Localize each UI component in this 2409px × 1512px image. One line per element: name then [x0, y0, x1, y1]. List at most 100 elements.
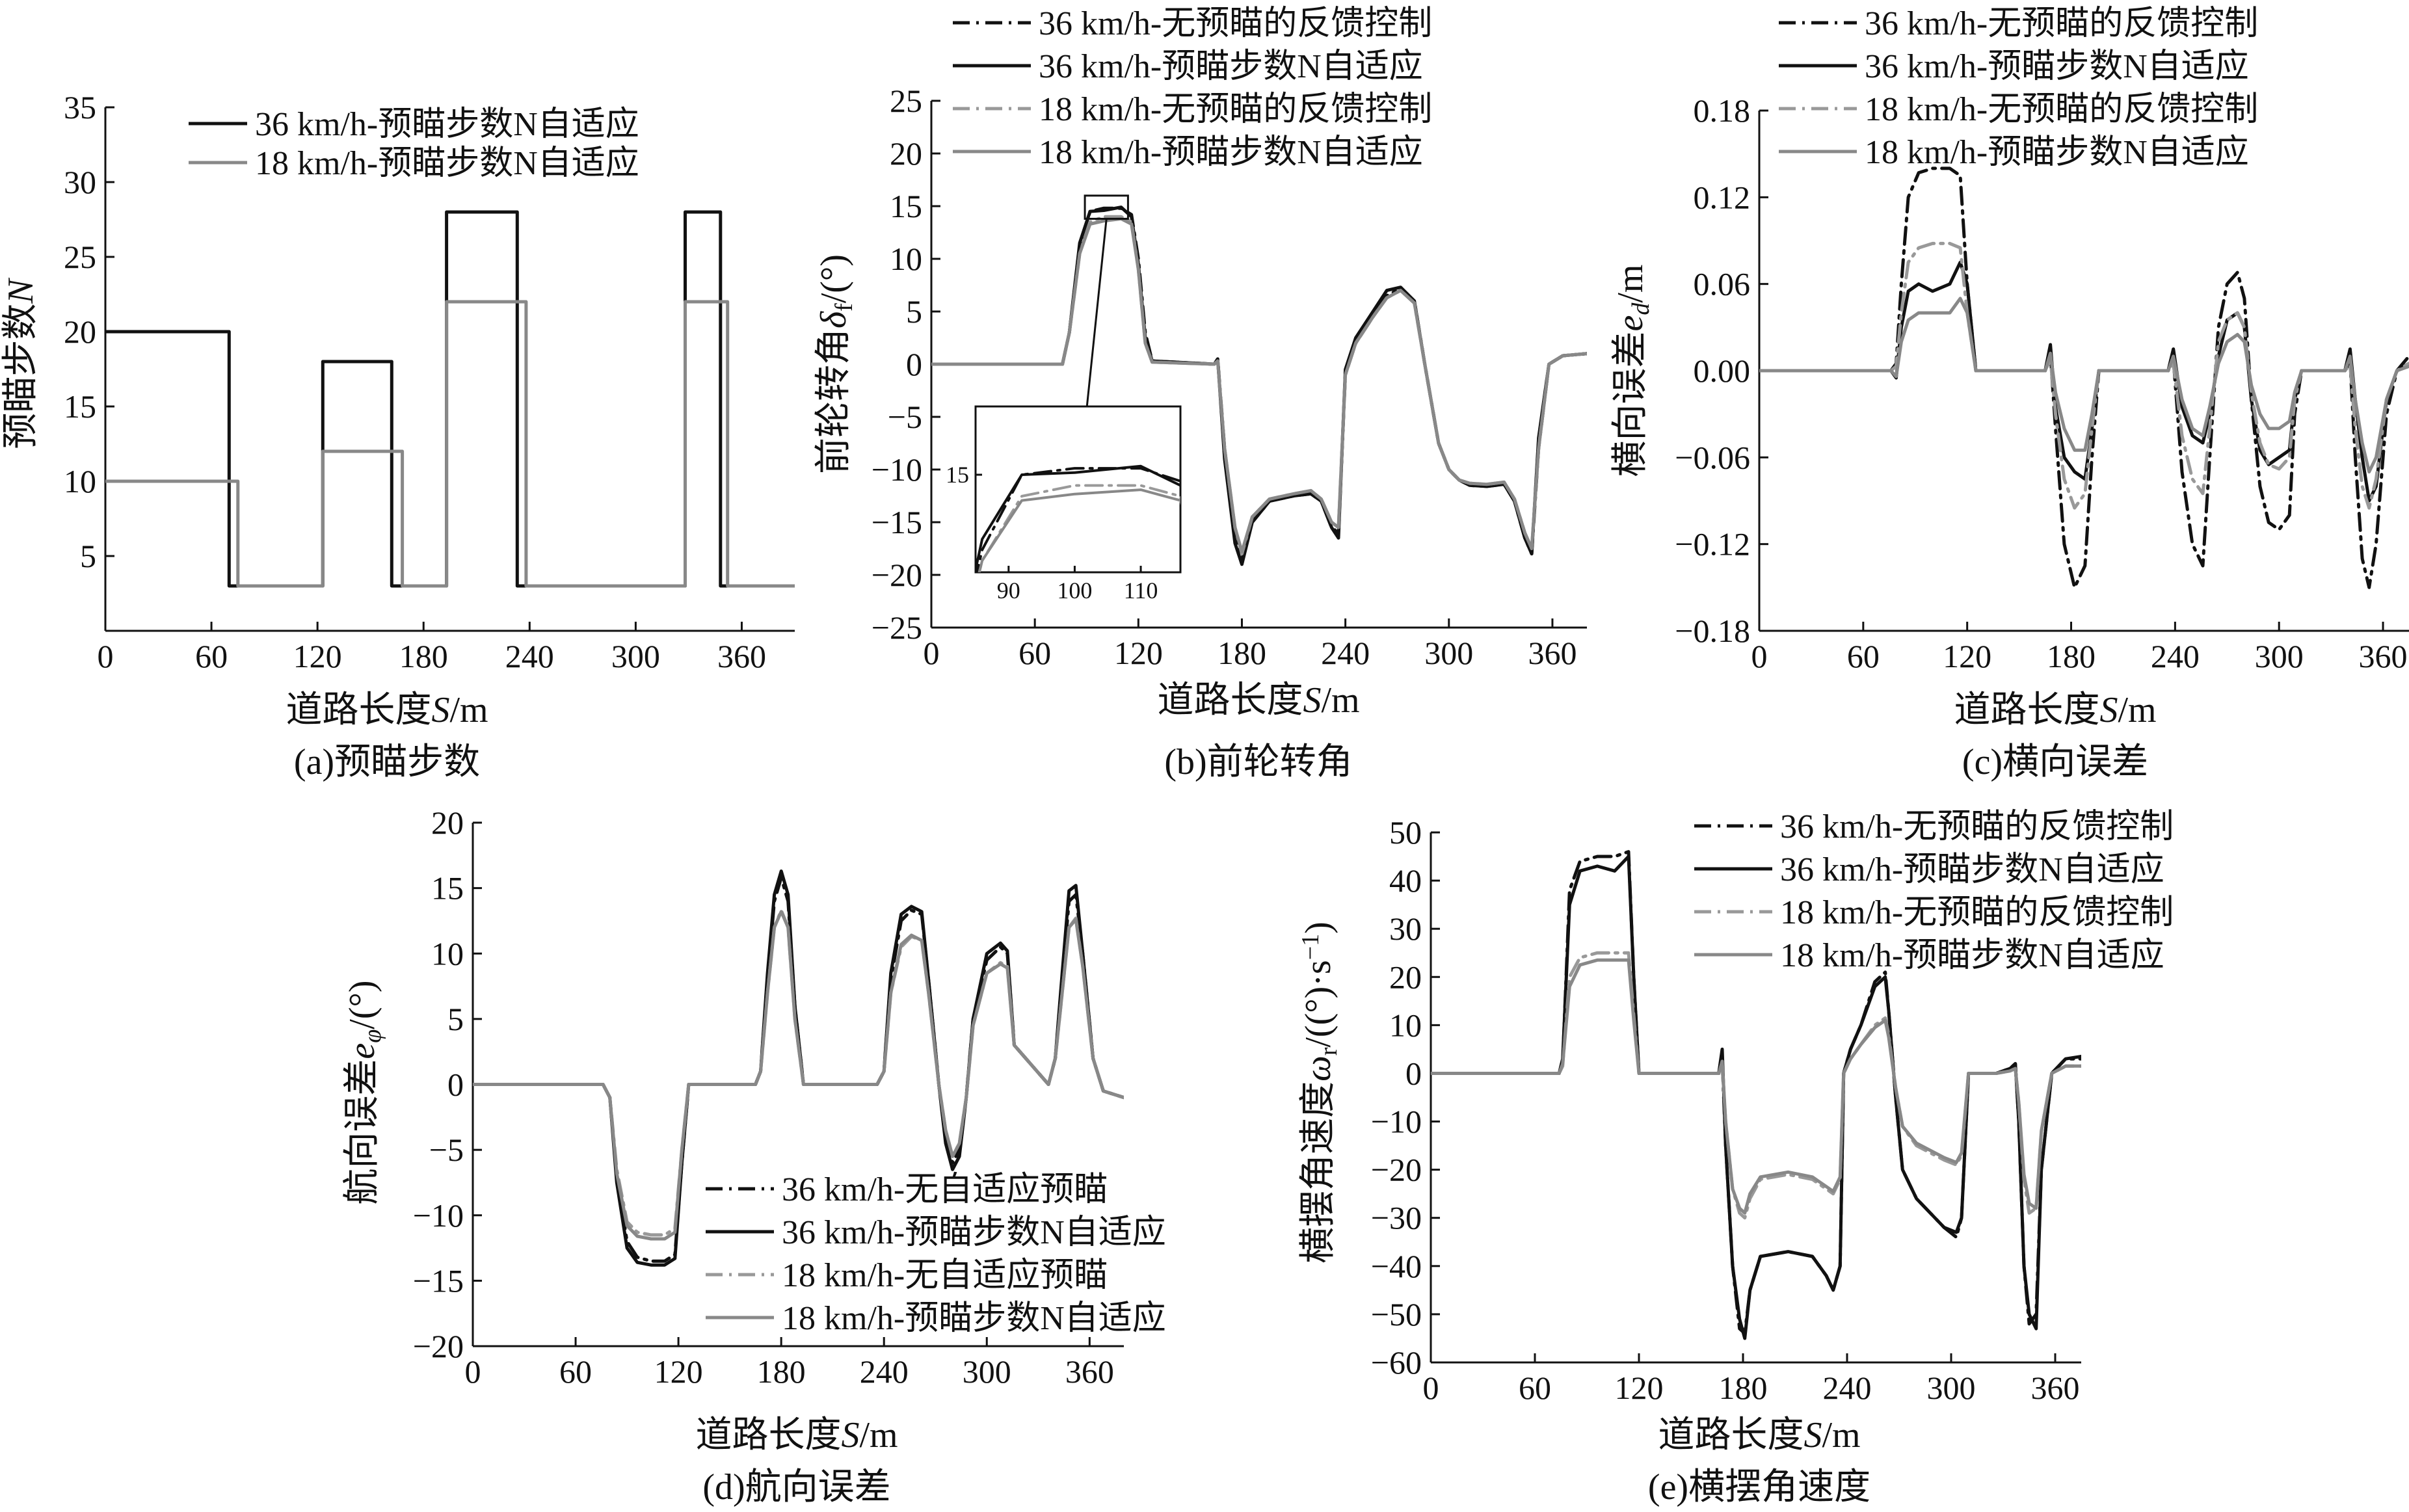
chart-panel-c: 0 60 120 180 240 300 360 −0.18 −0.12 −0.06 0.00 0.0…	[1610, 5, 2409, 782]
series-group-e	[1431, 850, 2081, 1340]
y-tick-label-d: 15	[431, 870, 464, 907]
x-tick-label-e: 360	[2031, 1370, 2080, 1406]
y-tick-label-b: 5	[906, 293, 922, 330]
inset-x-tick-label-b: 90	[997, 577, 1020, 603]
y-axis-label-b: 前轮转角δf/(°)	[814, 254, 858, 474]
y-tick-label-d: 10	[431, 935, 464, 972]
caption-c: (c)横向误差	[1962, 742, 2148, 782]
chart-panel-b: 0 60 120 180 240 300 360 −25 −20 −15 −10 −5 0 5 10 15 20…	[814, 5, 1587, 782]
x-tick-label-d: 60	[559, 1353, 592, 1390]
caption-d: (d)航向误差	[702, 1467, 890, 1507]
y-tick-label-d: −10	[413, 1197, 464, 1234]
y-tick-label-a: 5	[80, 538, 96, 574]
inset-b: 90 100 110 15	[946, 194, 1182, 603]
x-tick-label-a: 240	[505, 638, 554, 674]
y-tick-label-e: 50	[1389, 814, 1422, 851]
x-tick-label-a: 120	[293, 638, 342, 674]
legend-label-d-2: 18 km/h-无自适应预瞄	[782, 1257, 1108, 1294]
legend-d: 36 km/h-无自适应预瞄 36 km/h-预瞄步数N自适应 18 km/h-无自…	[706, 1171, 1166, 1337]
x-tick-label-b: 60	[1018, 635, 1051, 671]
legend-label-a-0: 36 km/h-预瞄步数N自适应	[255, 106, 639, 143]
x-axis-label-b: 道路长度S/m	[1157, 680, 1359, 721]
plot-area-c: 0 60 120 180 240 300 360 −0.18 −0.12 −0.06 0.00 0.0…	[1675, 5, 2409, 674]
legend-label-b-2: 18 km/h-无预瞄的反馈控制	[1039, 91, 1432, 128]
y-tick-label-e: −60	[1371, 1344, 1422, 1381]
chart-panel-d: 0 60 120 180 240 300 360 −20 −15 −10 −5 0 5 10 15 20 36 …	[342, 804, 1166, 1507]
plot-area-e: 0 60 120 180 240 300 360 −60 −50 −40 −30 −20 −10 0 10 2…	[1371, 808, 2174, 1406]
legend-label-a-1: 18 km/h-预瞄步数N自适应	[255, 145, 639, 182]
caption-a: (a)预瞄步数	[294, 742, 480, 782]
y-tick-label-c: 0.18	[1694, 92, 1751, 129]
y-tick-label-b: 10	[890, 241, 922, 277]
y-tick-label-c: 0.12	[1694, 179, 1751, 215]
x-tick-label-c: 120	[1943, 638, 1991, 674]
series-group-c	[1759, 166, 2409, 589]
y-tick-label-a: 30	[64, 164, 96, 200]
inset-x-tick-label-b: 110	[1124, 577, 1158, 603]
series-line-c-3	[1759, 297, 2409, 474]
y-tick-label-d: 20	[431, 804, 464, 841]
x-tick-label-d: 120	[654, 1353, 703, 1390]
y-tick-label-a: 25	[64, 239, 96, 275]
x-axis-label-a: 道路长度S/m	[286, 690, 488, 730]
x-tick-label-a: 360	[717, 638, 766, 674]
legend-label-b-1: 36 km/h-预瞄步数N自适应	[1039, 48, 1423, 85]
x-tick-label-b: 300	[1424, 635, 1473, 671]
y-tick-label-e: 40	[1389, 862, 1422, 899]
y-tick-label-e: 20	[1389, 959, 1422, 995]
x-tick-label-b: 360	[1528, 635, 1577, 671]
caption-b: (b)前轮转角	[1164, 742, 1352, 782]
series-line-e-3	[1431, 958, 2081, 1215]
x-tick-label-c: 180	[2047, 638, 2096, 674]
y-tick-label-b: 25	[890, 83, 922, 119]
y-tick-label-c: −0.18	[1675, 613, 1750, 649]
x-tick-label-d: 360	[1065, 1353, 1114, 1390]
legend-label-e-0: 36 km/h-无预瞄的反馈控制	[1780, 808, 2174, 845]
y-tick-label-e: −40	[1371, 1248, 1422, 1284]
y-tick-label-c: −0.06	[1675, 439, 1750, 475]
zoom-connector-b	[1085, 219, 1108, 407]
x-tick-label-b: 240	[1321, 635, 1370, 671]
y-tick-label-a: 20	[64, 313, 96, 350]
x-tick-label-e: 180	[1719, 1370, 1768, 1406]
x-tick-label-e: 240	[1823, 1370, 1872, 1406]
legend-label-b-0: 36 km/h-无预瞄的反馈控制	[1039, 5, 1432, 42]
inset-y-tick-label-b: 15	[946, 462, 969, 488]
legend-label-e-3: 18 km/h-预瞄步数N自适应	[1780, 937, 2164, 974]
legend-c: 36 km/h-无预瞄的反馈控制 36 km/h-预瞄步数N自适应 18 km/h-…	[1779, 5, 2258, 171]
series-group-d	[473, 869, 1124, 1267]
series-group-b	[931, 206, 1587, 566]
x-axis-label-d: 道路长度S/m	[695, 1415, 898, 1455]
x-tick-label-c: 240	[2151, 638, 2200, 674]
x-tick-label-c: 300	[2255, 638, 2304, 674]
series-line-c-2	[1759, 241, 2409, 510]
series-line-c-0	[1759, 166, 2409, 589]
y-tick-label-b: 0	[906, 346, 922, 382]
series-line-e-2	[1431, 951, 2081, 1220]
y-tick-label-a: 35	[64, 89, 96, 126]
y-tick-label-b: 15	[890, 188, 922, 224]
x-tick-label-e: 60	[1519, 1370, 1551, 1406]
y-tick-label-c: −0.12	[1675, 526, 1750, 563]
y-tick-label-d: −15	[413, 1262, 464, 1299]
caption-e: (e)横摆角速度	[1648, 1467, 1870, 1507]
y-tick-label-b: −5	[888, 399, 922, 435]
x-tick-label-a: 300	[611, 638, 660, 674]
x-tick-label-c: 60	[1847, 638, 1880, 674]
inset-frame-b	[974, 405, 1182, 574]
x-tick-label-b: 120	[1114, 635, 1163, 671]
x-tick-label-b: 180	[1218, 635, 1266, 671]
y-tick-label-a: 15	[64, 388, 96, 425]
x-tick-label-e: 120	[1615, 1370, 1664, 1406]
chart-panel-e: 0 60 120 180 240 300 360 −60 −50 −40 −30 −20 −10 0 10 2…	[1297, 808, 2174, 1507]
y-tick-label-e: 30	[1389, 910, 1422, 947]
legend-label-d-0: 36 km/h-无自适应预瞄	[782, 1171, 1108, 1208]
series-line-c-1	[1759, 260, 2409, 503]
series-line-b-3	[931, 217, 1587, 553]
x-tick-label-b: 0	[924, 635, 940, 671]
x-tick-label-d: 300	[963, 1353, 1011, 1390]
x-tick-label-a: 180	[399, 638, 448, 674]
y-tick-label-d: 0	[447, 1067, 464, 1103]
